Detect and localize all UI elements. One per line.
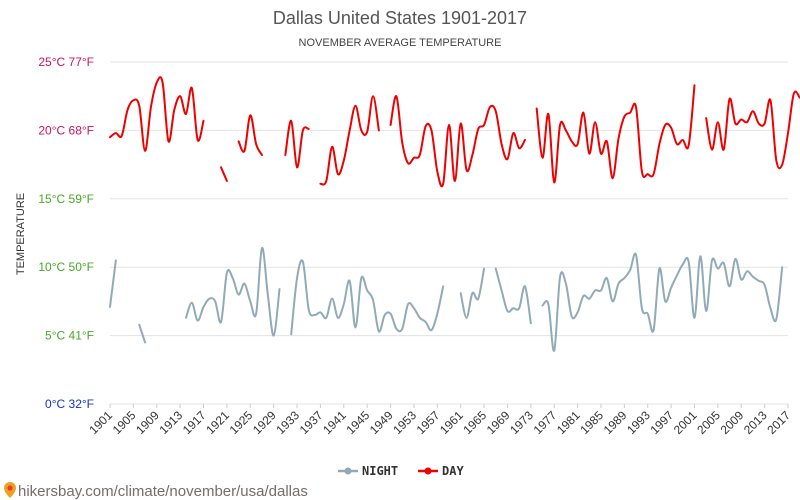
y-tick-label: 5°C 41°F [45,329,94,343]
y-tick-label: 0°C 32°F [45,397,94,411]
source-link[interactable]: hikersbay.com/climate/november/usa/dalla… [4,482,308,500]
x-tick-label: 1949 [367,408,396,437]
day-series [109,76,800,188]
y-tick-label: 15°C 59°F [38,192,94,206]
night-series-line [290,259,445,336]
night-series-line [184,247,281,337]
chart-title: Dallas United States 1901-2017 [273,8,527,28]
day-series-line [389,95,526,188]
legend-day-marker [424,467,432,475]
x-axis-ticks: 1901190519091913191719211925192919331937… [86,404,793,437]
grid-lines [110,61,788,405]
x-tick-label: 2017 [764,408,793,437]
day-series-line [109,76,205,152]
x-tick-label: 2005 [694,408,723,437]
x-tick-label: 1933 [273,408,302,437]
x-tick-label: 1937 [297,408,326,437]
x-tick-label: 1941 [320,408,349,437]
x-tick-label: 1925 [227,408,256,437]
day-series-line [705,90,800,170]
day-series-line [535,84,696,184]
chart-subtitle: NOVEMBER AVERAGE TEMPERATURE [299,37,502,49]
y-axis-ticks: 25°C 77°F 20°C 68°F 15°C 59°F 10°C 50°F 5°C … [38,55,94,411]
y-tick-label: 10°C 50°F [38,260,94,274]
x-tick-label: 1965 [460,408,489,437]
x-tick-label: 1989 [601,408,630,437]
y-tick-label: 20°C 68°F [38,123,94,137]
legend-item-night[interactable]: NIGHT [338,464,398,478]
source-url: hikersbay.com/climate/november/usa/dalla… [18,483,308,500]
x-tick-label: 1953 [390,408,419,437]
night-series [109,247,784,352]
x-tick-label: 1929 [250,408,279,437]
x-tick-label: 2001 [671,408,700,437]
x-tick-label: 2009 [718,408,747,437]
x-tick-label: 1901 [86,408,115,437]
y-axis-label: TEMPERATURE [15,193,27,275]
x-tick-label: 1909 [133,408,162,437]
legend-item-day[interactable]: DAY [418,464,464,478]
x-tick-label: 2013 [741,408,770,437]
legend-night-label: NIGHT [362,464,398,478]
night-series-line [494,267,532,325]
x-tick-label: 1913 [156,408,185,437]
legend-night-marker [344,467,352,475]
night-series-line [459,267,486,319]
x-tick-label: 1957 [414,408,443,437]
map-pin-icon [4,482,16,498]
x-tick-label: 1993 [624,408,653,437]
legend: NIGHT DAY [338,464,464,478]
y-tick-label: 25°C 77°F [38,55,94,69]
x-tick-label: 1977 [531,408,560,437]
night-series-line [109,259,117,308]
legend-day-label: DAY [442,464,464,478]
x-tick-label: 1917 [180,408,209,437]
day-series-line [319,95,380,186]
x-tick-label: 1905 [110,408,139,437]
x-tick-label: 1985 [577,408,606,437]
x-tick-label: 1973 [507,408,536,437]
night-series-line [138,323,147,344]
day-series-line [220,166,228,183]
x-tick-label: 1981 [554,408,583,437]
x-tick-label: 1997 [647,408,676,437]
night-series-line [541,252,784,352]
day-series-line [237,114,263,157]
day-series-line [284,119,310,169]
x-tick-label: 1921 [203,408,232,437]
x-tick-label: 1945 [344,408,373,437]
x-tick-label: 1961 [437,408,466,437]
x-tick-label: 1969 [484,408,513,437]
